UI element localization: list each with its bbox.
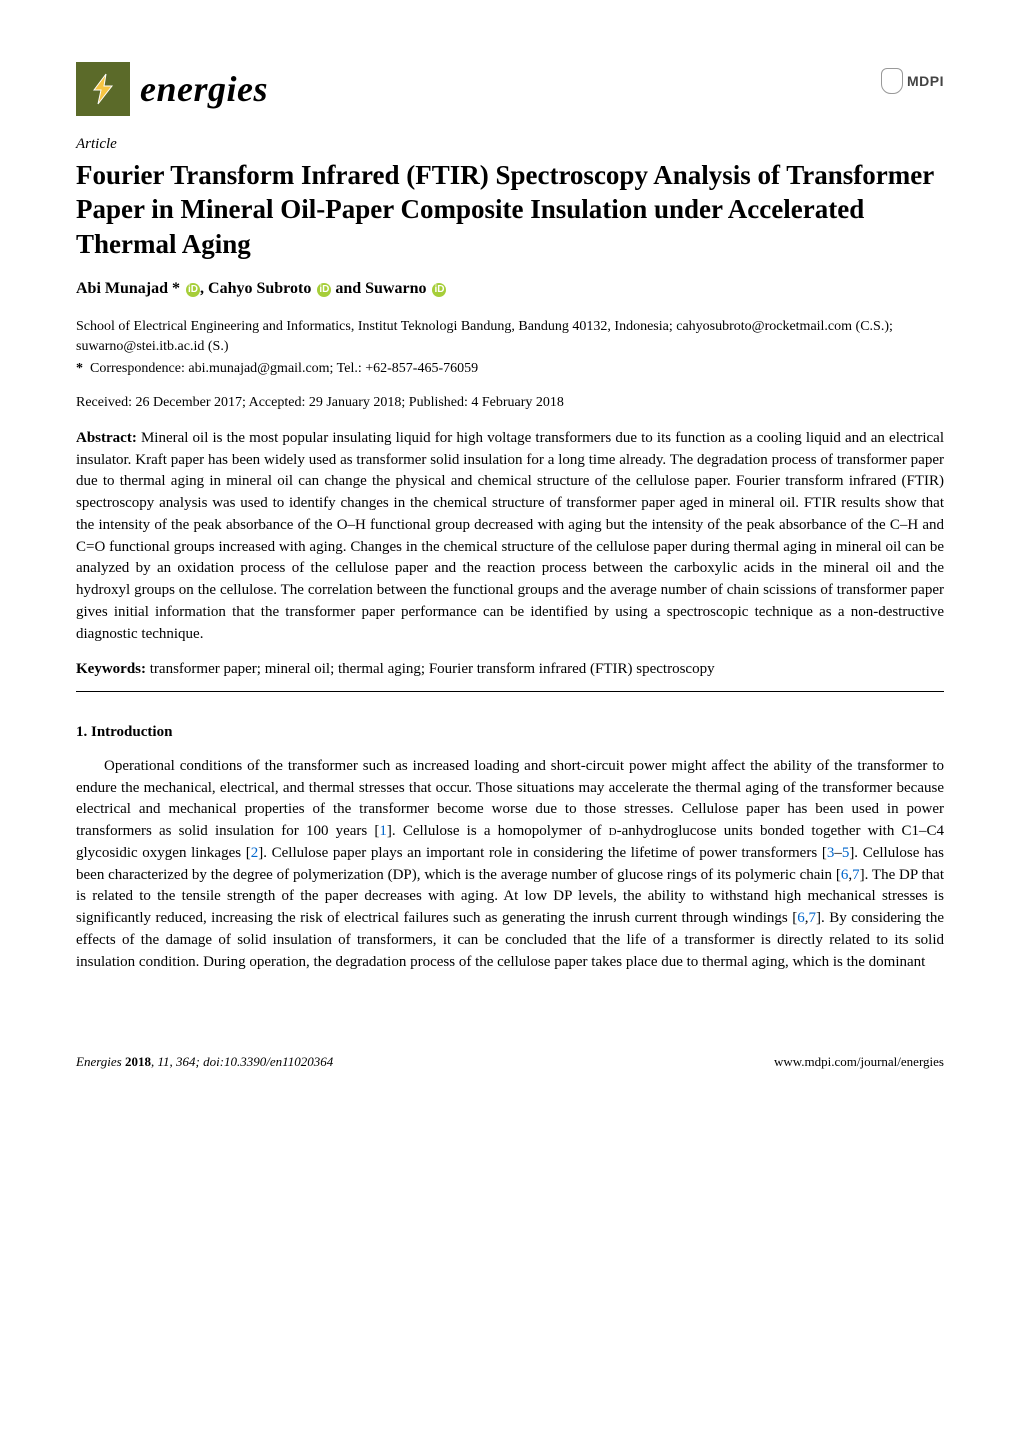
keywords-text: transformer paper; mineral oil; thermal … <box>146 661 715 677</box>
ref-link-6[interactable]: 6 <box>797 910 805 926</box>
ref-link-7[interactable]: 7 <box>852 867 860 883</box>
abstract-text: Mineral oil is the most popular insulati… <box>76 430 944 642</box>
bolt-icon <box>86 72 120 106</box>
correspondence-star: * <box>76 361 83 376</box>
footer: Energies 2018, 11, 364; doi:10.3390/en11… <box>0 1053 1020 1102</box>
affiliation: School of Electrical Engineering and Inf… <box>76 317 944 358</box>
orcid-icon: iD <box>317 283 331 297</box>
footer-journal: Energies <box>76 1054 125 1069</box>
energies-logo-icon <box>76 62 130 116</box>
orcid-icon: iD <box>186 283 200 297</box>
section-heading: 1. Introduction <box>76 722 944 744</box>
mdpi-icon <box>881 68 903 94</box>
footer-left: Energies 2018, 11, 364; doi:10.3390/en11… <box>76 1053 333 1072</box>
footer-right: www.mdpi.com/journal/energies <box>774 1053 944 1072</box>
author-3: and Suwarno <box>331 280 426 297</box>
keywords: Keywords: transformer paper; mineral oil… <box>76 659 944 681</box>
mdpi-logo: MDPI <box>881 68 944 94</box>
body-text: ]. Cellulose is a homopolymer of <box>387 823 609 839</box>
ref-link-1[interactable]: 1 <box>379 823 387 839</box>
mdpi-text: MDPI <box>907 71 944 91</box>
correspondence: * Correspondence: abi.munajad@gmail.com;… <box>76 359 944 379</box>
footer-year: 2018 <box>125 1054 151 1069</box>
correspondence-text: Correspondence: abi.munajad@gmail.com; T… <box>90 361 478 376</box>
article-type: Article <box>76 134 944 156</box>
author-2: , Cahyo Subroto <box>200 280 311 297</box>
intro-paragraph: Operational conditions of the transforme… <box>76 756 944 974</box>
body-text: ]. Cellulose paper plays an important ro… <box>258 845 827 861</box>
abstract-label: Abstract: <box>76 430 137 446</box>
journal-name: energies <box>140 63 268 115</box>
smallcaps-d: d <box>609 823 617 839</box>
divider <box>76 691 944 692</box>
body-text: – <box>834 845 842 861</box>
article-title: Fourier Transform Infrared (FTIR) Spectr… <box>76 158 944 262</box>
abstract: Abstract: Mineral oil is the most popula… <box>76 428 944 646</box>
author-1: Abi Munajad * <box>76 280 180 297</box>
orcid-icon: iD <box>432 283 446 297</box>
header-row: energies MDPI <box>76 62 944 116</box>
ref-link-7[interactable]: 7 <box>808 910 816 926</box>
author-line: Abi Munajad * iD, Cahyo Subroto iD and S… <box>76 277 944 300</box>
keywords-label: Keywords: <box>76 661 146 677</box>
journal-logo-block: energies <box>76 62 268 116</box>
dates-line: Received: 26 December 2017; Accepted: 29… <box>76 393 944 413</box>
footer-citation: , 11, 364; doi:10.3390/en11020364 <box>151 1054 333 1069</box>
